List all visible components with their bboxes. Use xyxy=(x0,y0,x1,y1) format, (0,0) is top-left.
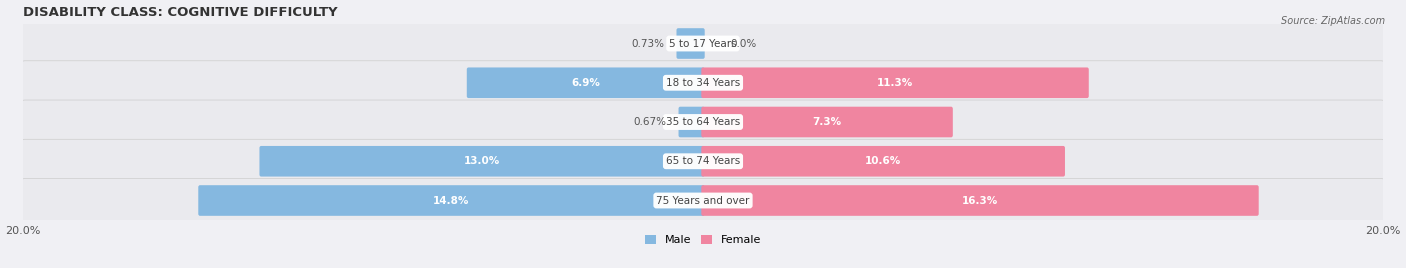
FancyBboxPatch shape xyxy=(198,185,704,216)
FancyBboxPatch shape xyxy=(467,68,704,98)
Text: 0.0%: 0.0% xyxy=(730,39,756,49)
Text: 16.3%: 16.3% xyxy=(962,196,998,206)
FancyBboxPatch shape xyxy=(676,28,704,59)
FancyBboxPatch shape xyxy=(20,21,1386,65)
FancyBboxPatch shape xyxy=(702,107,953,137)
Text: 18 to 34 Years: 18 to 34 Years xyxy=(666,78,740,88)
Text: 35 to 64 Years: 35 to 64 Years xyxy=(666,117,740,127)
FancyBboxPatch shape xyxy=(20,100,1386,144)
FancyBboxPatch shape xyxy=(702,68,1088,98)
Text: 11.3%: 11.3% xyxy=(877,78,912,88)
Text: 75 Years and over: 75 Years and over xyxy=(657,196,749,206)
Text: 14.8%: 14.8% xyxy=(433,196,470,206)
FancyBboxPatch shape xyxy=(702,146,1064,177)
FancyBboxPatch shape xyxy=(20,178,1386,222)
Text: 10.6%: 10.6% xyxy=(865,156,901,166)
FancyBboxPatch shape xyxy=(679,107,704,137)
Text: 65 to 74 Years: 65 to 74 Years xyxy=(666,156,740,166)
Text: 13.0%: 13.0% xyxy=(464,156,501,166)
FancyBboxPatch shape xyxy=(20,139,1386,183)
FancyBboxPatch shape xyxy=(20,61,1386,105)
Text: 0.67%: 0.67% xyxy=(634,117,666,127)
Text: 6.9%: 6.9% xyxy=(571,78,600,88)
Text: Source: ZipAtlas.com: Source: ZipAtlas.com xyxy=(1281,16,1385,26)
Text: 5 to 17 Years: 5 to 17 Years xyxy=(669,39,737,49)
Text: 0.73%: 0.73% xyxy=(631,39,665,49)
FancyBboxPatch shape xyxy=(702,185,1258,216)
Text: DISABILITY CLASS: COGNITIVE DIFFICULTY: DISABILITY CLASS: COGNITIVE DIFFICULTY xyxy=(24,6,337,18)
FancyBboxPatch shape xyxy=(260,146,704,177)
Legend: Male, Female: Male, Female xyxy=(641,230,765,250)
Text: 7.3%: 7.3% xyxy=(813,117,842,127)
